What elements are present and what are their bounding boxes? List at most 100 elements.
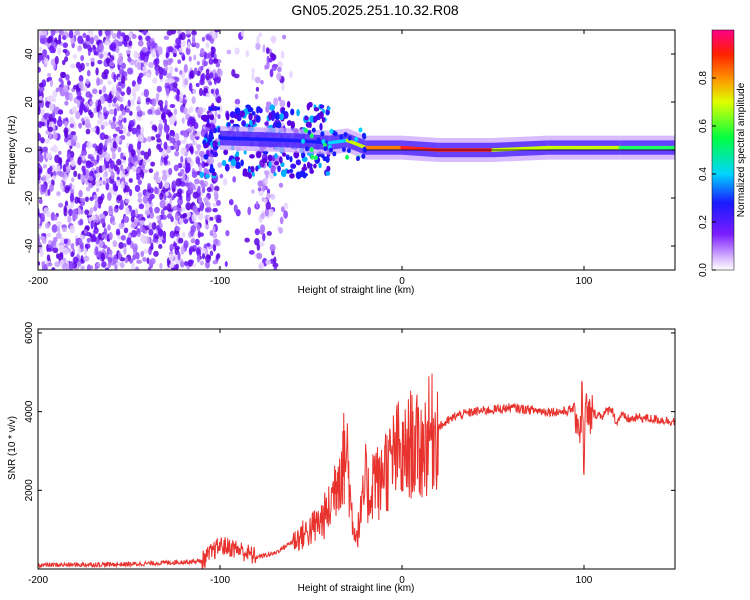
spectral-cell: [45, 152, 52, 160]
spectral-cell: [38, 198, 43, 205]
spectral-cell: [87, 175, 94, 181]
spectral-cell: [176, 30, 182, 34]
spectral-cell: [39, 46, 43, 52]
spectral-cell: [120, 91, 125, 96]
spectral-cell: [59, 30, 65, 36]
spectral-cell: [80, 265, 85, 270]
spectral-cell: [136, 76, 142, 85]
spectral-cell: [157, 219, 162, 224]
spectral-cell: [217, 162, 223, 168]
spectral-cell: [175, 226, 181, 232]
spectral-cell: [164, 104, 168, 113]
spectral-cell: [58, 115, 62, 122]
spectral-cell: [199, 171, 205, 178]
spectral-cell: [205, 174, 210, 179]
spectral-cell: [184, 78, 189, 86]
spectral-cell: [209, 167, 216, 174]
spectral-cell: [89, 100, 94, 106]
spectral-cell: [80, 255, 84, 263]
spectral-cell: [38, 216, 41, 226]
spectral-cell: [251, 171, 255, 177]
spectral-cell: [163, 181, 170, 189]
spectral-cell: [270, 35, 277, 43]
spectral-cell: [168, 46, 174, 53]
spectral-cell: [84, 196, 89, 202]
spectral-cell: [47, 126, 54, 133]
spectral-cell: [92, 88, 98, 95]
spectral-cell: [47, 72, 52, 77]
spectral-cell: [57, 47, 62, 56]
spectral-cell: [273, 172, 277, 177]
spectral-cell: [101, 164, 105, 172]
spectral-cell: [222, 178, 228, 186]
spectral-cell: [139, 223, 144, 233]
spectral-cell: [42, 49, 48, 58]
spectral-cell: [179, 92, 184, 100]
spectral-cell: [209, 72, 214, 79]
spectral-cell: [168, 167, 173, 176]
spectral-cell: [277, 165, 281, 173]
spectral-cell: [271, 64, 278, 71]
spectral-cell: [65, 32, 70, 38]
y-tick-label: 2000: [24, 479, 35, 502]
spectral-cell: [277, 60, 283, 69]
spectral-cell: [51, 164, 56, 173]
spectral-cell: [206, 187, 212, 193]
spectral-cell: [41, 260, 46, 268]
spectral-cell: [186, 211, 191, 218]
spectral-cell: [232, 176, 237, 183]
spectral-cell: [130, 223, 136, 229]
spectral-cell: [295, 171, 302, 180]
spectral-cell: [115, 39, 120, 48]
spectral-cell: [124, 206, 130, 215]
spectral-cell: [242, 168, 248, 175]
spectral-cell: [104, 134, 109, 140]
spectral-cell: [198, 150, 205, 158]
spectral-cell: [156, 138, 162, 143]
spectral-cell: [161, 174, 168, 182]
y-tick-label: -40: [24, 238, 35, 253]
spectral-cell: [285, 154, 290, 161]
spectral-cell: [98, 30, 103, 37]
spectral-cell: [247, 106, 254, 113]
spectral-cell: [296, 109, 300, 117]
spectral-cell: [150, 161, 156, 167]
spectral-cell: [148, 61, 154, 69]
spectral-cell: [266, 231, 272, 236]
spectral-cell: [38, 261, 41, 266]
spectral-cell: [194, 150, 199, 155]
spectral-cell: [184, 260, 189, 266]
spectral-cell: [346, 148, 351, 154]
spectral-cell: [183, 107, 188, 115]
spectral-cell: [49, 45, 55, 54]
spectral-cell: [202, 139, 207, 146]
spectral-cell: [145, 191, 150, 198]
spectral-cell: [254, 76, 261, 84]
spectral-cell: [139, 169, 145, 178]
spectral-cell: [268, 161, 272, 169]
spectral-cell: [273, 256, 277, 264]
spectral-cell: [175, 263, 179, 270]
spectral-cell: [229, 119, 235, 124]
spectral-cell: [332, 151, 337, 157]
spectral-cell: [313, 115, 317, 124]
spectral-cell: [140, 51, 146, 61]
spectral-cell: [115, 45, 120, 54]
spectral-cell: [310, 154, 315, 160]
spectral-cell: [75, 238, 79, 247]
spectral-cell: [138, 30, 144, 33]
spectral-cell: [83, 106, 88, 113]
spectral-cell: [96, 126, 100, 136]
spectral-cell: [95, 67, 99, 76]
spectral-cell: [74, 30, 81, 36]
spectral-cell: [301, 138, 306, 144]
spectral-cell: [184, 182, 191, 187]
spectral-cell: [212, 151, 218, 158]
spectral-cell: [309, 133, 314, 139]
spectral-cell: [219, 173, 224, 179]
snr-series-line: [38, 373, 675, 569]
spectral-cell: [56, 119, 63, 128]
spectral-cell: [95, 246, 99, 256]
spectral-cell: [97, 148, 103, 155]
spectral-cell: [166, 72, 173, 79]
